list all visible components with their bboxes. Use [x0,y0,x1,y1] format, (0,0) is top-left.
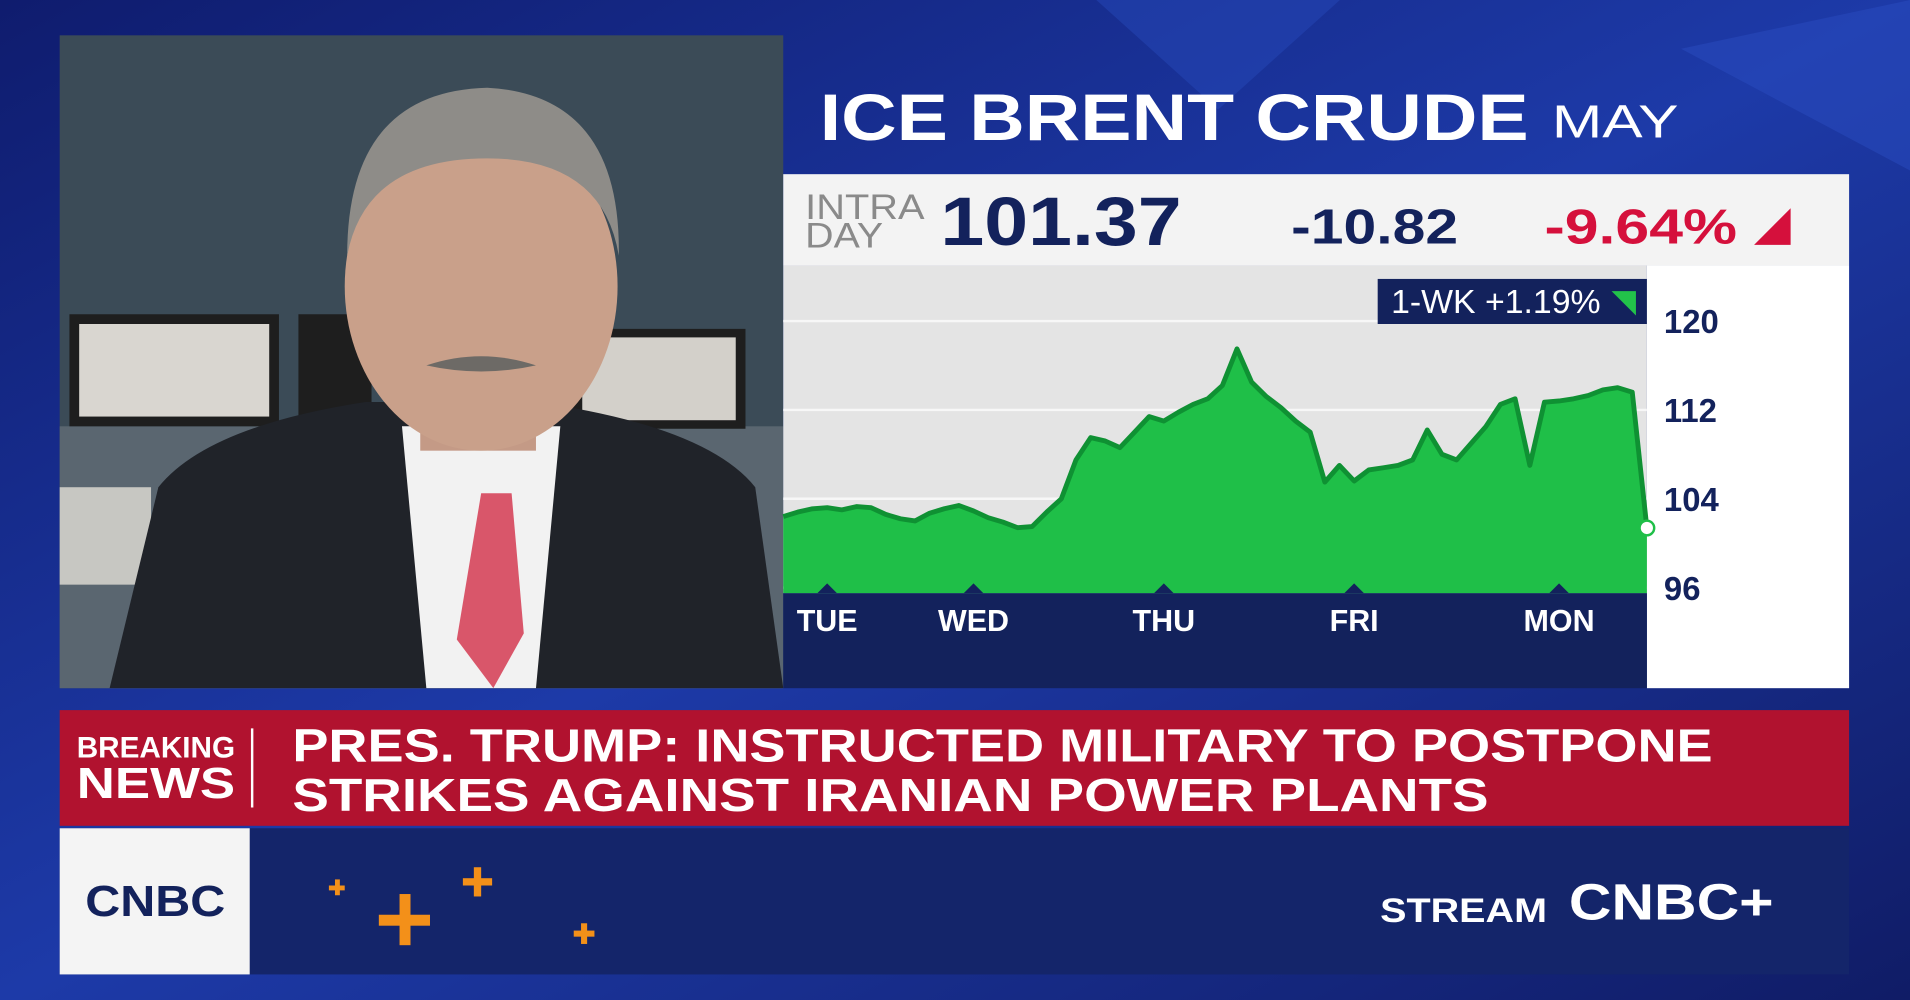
x-tick-label: THU [1133,604,1196,638]
net-change: -10.82 [1291,201,1458,255]
badge [1377,278,1647,324]
tie [456,493,524,689]
y-tick-label: 104 [1664,481,1720,518]
footer-band [59,828,1850,975]
day-tick [1344,583,1364,594]
day-tick [817,583,837,594]
intraday-label: INTRA [805,188,925,227]
axis-panel [1646,265,1850,689]
badge-text: 1-WK +1.19% [1391,283,1601,320]
y-tick-label: 112 [1664,392,1717,429]
headline: STRIKES AGAINST IRANIAN POWER PLANTS [292,769,1488,821]
contract-month: MAY [1552,96,1679,148]
shelf [59,487,152,585]
logo: CNBC [85,877,225,926]
decoration [328,867,595,946]
last-point [1638,519,1656,537]
stream-label: STREAM [1380,892,1547,930]
intraday-label: DAY [805,216,883,255]
bg-shape [1680,0,1910,171]
y-tick-label: 96 [1664,570,1701,607]
video-feed [59,35,784,689]
x-tick-label: FRI [1330,604,1379,638]
price: 101.37 [940,184,1181,260]
breaking-band [59,710,1850,826]
day-tick [1549,583,1569,594]
photo [582,337,736,421]
bg-shape [1096,0,1340,110]
breaking-label: BREAKING [77,733,235,765]
percent-change: -9.64% [1545,201,1737,255]
chart: 96 104 112 120 TUE WED THU FRI MON 1-WK +1.19% [782,278,1720,638]
area [783,348,1647,594]
face [344,121,618,451]
quote-band [783,174,1850,266]
breaking-label: NEWS [77,759,235,808]
day-tick [1154,583,1174,594]
logo-box [59,828,250,975]
day-band [783,593,1647,689]
photo [79,323,270,417]
chart-title: ICE BRENT CRUDE [820,80,1529,154]
stream-logo: CNBC+ [1569,874,1774,931]
x-tick-label: WED [938,604,1009,638]
x-tick-label: MON [1524,604,1595,638]
x-tick-label: TUE [797,604,858,638]
line [782,346,1650,531]
headline: PRES. TRUMP: INSTRUCTED MILITARY TO POST… [292,719,1712,771]
badge-arrow [1611,291,1636,316]
mustache [426,356,536,372]
y-tick-label: 120 [1664,303,1719,340]
day-tick [963,583,984,594]
hair [347,87,619,256]
